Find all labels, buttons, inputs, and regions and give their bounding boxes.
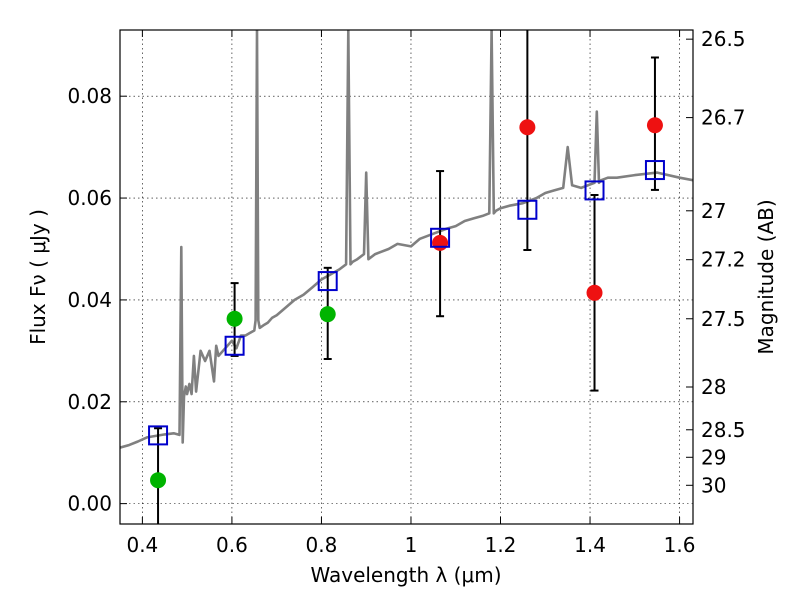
plot-frame [119, 29, 694, 525]
y-tick-label: 0.06 [67, 186, 112, 210]
axis-ticks: 0.4 0.6 0.8 1 1.2 1.4 1.6 0.00 0.02 0.04 0.06 0.08 2… [67, 27, 745, 557]
y-tick-label: 0.08 [67, 84, 112, 108]
model-spectrum-line [120, 30, 693, 449]
model-spectrum-layer [120, 30, 693, 449]
observed-photometry-point [432, 234, 449, 251]
model-photometry-square [584, 180, 605, 201]
observed-photometry-point [646, 117, 663, 134]
model-photometry-square [317, 271, 338, 292]
y2-tick-label: 29 [701, 445, 726, 469]
y2-tick-label: 28 [701, 375, 726, 399]
y-tick-label: 0.00 [67, 492, 112, 516]
model-photometry-square [224, 335, 245, 356]
x-axis-label: Wavelength λ (μm) [310, 563, 501, 587]
y2-tick-label: 28.5 [701, 418, 746, 442]
y-tick-label: 0.04 [67, 288, 112, 312]
y2-tick-label: 26.7 [701, 106, 746, 130]
observed-photometry-point [586, 284, 603, 301]
model-photometry-square [430, 227, 451, 248]
x-tick-label: 0.8 [306, 533, 338, 557]
y2-tick-label: 27 [701, 199, 726, 223]
x-tick-label: 0.4 [126, 533, 158, 557]
x-tick-label: 1.6 [664, 533, 696, 557]
y2-axis-label: Magnitude (AB) [754, 199, 778, 354]
x-tick-label: 1 [405, 533, 418, 557]
observed-photometry-point [519, 119, 536, 136]
model-photometry-square [644, 160, 665, 181]
y-tick-label: 0.02 [67, 390, 112, 414]
marker-layer [148, 117, 665, 489]
y2-tick-label: 30 [701, 473, 726, 497]
y2-tick-label: 27.5 [701, 307, 746, 331]
x-tick-label: 0.6 [216, 533, 248, 557]
observed-photometry-point [150, 472, 167, 489]
observed-photometry-point [319, 306, 336, 323]
model-photometry-square [148, 425, 169, 446]
y2-tick-label: 27.2 [701, 248, 746, 272]
model-photometry-square [517, 199, 538, 220]
grid-lines [120, 30, 693, 524]
x-tick-label: 1.4 [574, 533, 606, 557]
y-axis-label: Flux Fν ( μJy ) [26, 209, 50, 345]
x-tick-label: 1.2 [485, 533, 517, 557]
y2-tick-label: 26.5 [701, 27, 746, 51]
observed-photometry-point [226, 310, 243, 327]
